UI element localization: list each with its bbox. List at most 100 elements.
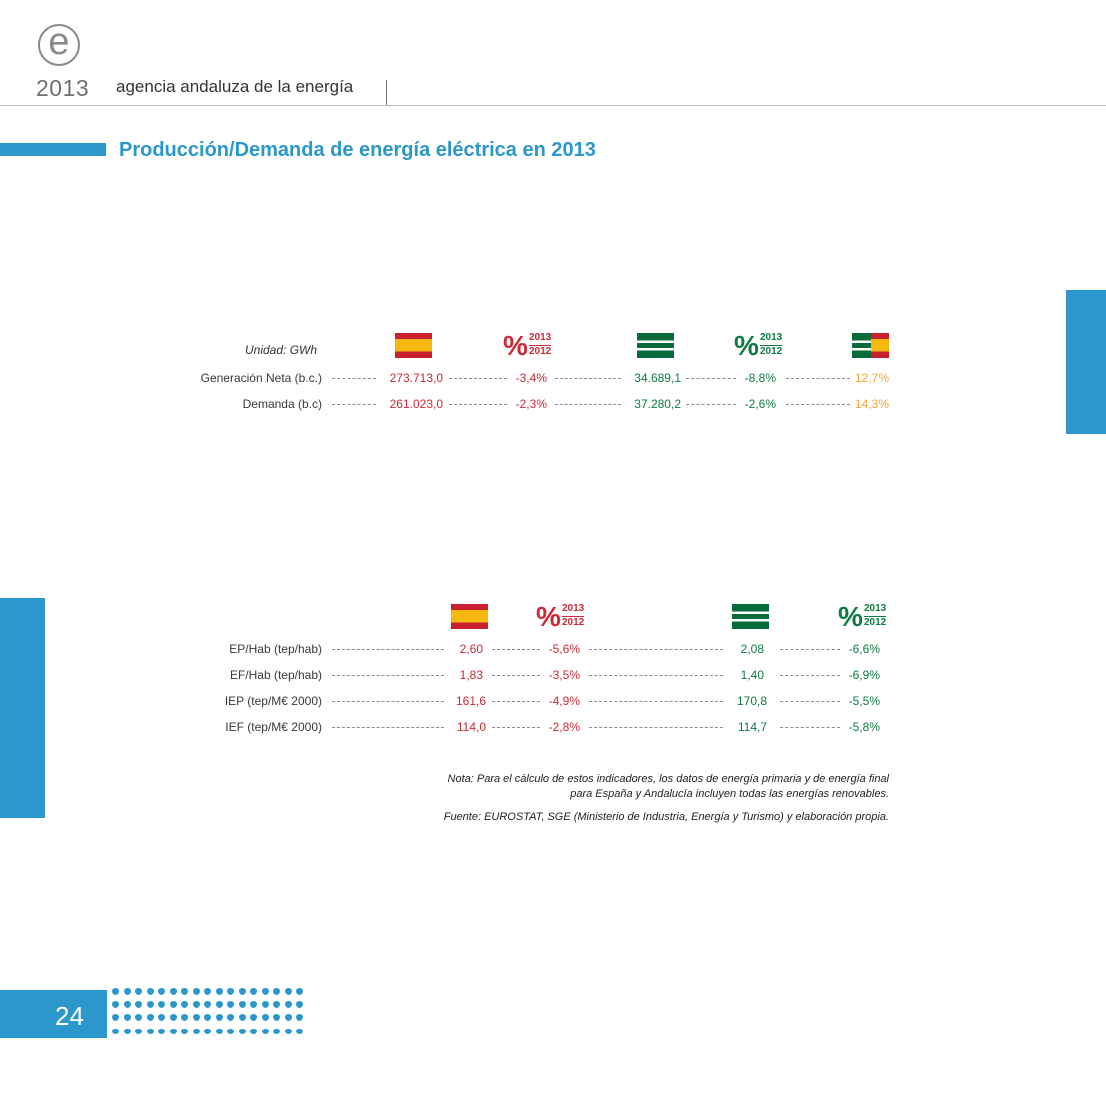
leader-dash bbox=[589, 701, 723, 702]
drop-icon bbox=[250, 988, 257, 995]
leader-dash bbox=[332, 727, 444, 728]
drop-icon bbox=[238, 1029, 246, 1034]
andalucia-value: 37.280,2 bbox=[634, 397, 681, 411]
spain-pct: -4,9% bbox=[548, 694, 580, 708]
andalucia-flag-icon bbox=[732, 604, 769, 629]
pct-change-andalucia-icon: % 2013 2012 bbox=[838, 602, 893, 632]
pct-year-top: 2013 bbox=[864, 603, 887, 614]
leader-dash bbox=[780, 649, 840, 650]
drop-icon bbox=[215, 1029, 223, 1034]
drop-icon bbox=[123, 1029, 131, 1034]
drop-icon bbox=[192, 988, 200, 995]
leader-dash bbox=[786, 404, 850, 405]
leader-dash bbox=[492, 701, 540, 702]
drop-icon bbox=[273, 1001, 280, 1008]
pct-year-top: 2013 bbox=[562, 603, 585, 614]
drop-icon bbox=[273, 1014, 280, 1021]
drop-icon bbox=[146, 1014, 154, 1021]
leader-dash bbox=[332, 701, 444, 702]
andalucia-value: 2,08 bbox=[740, 642, 764, 656]
page-number: 24 bbox=[55, 1001, 84, 1031]
drop-icon bbox=[261, 1001, 269, 1008]
drop-icon bbox=[181, 1029, 188, 1034]
spain-value: 161,6 bbox=[455, 694, 486, 708]
andalucia-pct: -2,6% bbox=[744, 397, 776, 411]
drop-icon bbox=[215, 988, 223, 995]
drop-icon bbox=[169, 1014, 177, 1021]
pct-year-bottom: 2012 bbox=[529, 345, 552, 357]
drop-icon bbox=[204, 988, 211, 995]
drop-icon bbox=[112, 1029, 119, 1034]
drop-icon bbox=[158, 1014, 165, 1021]
drop-icon bbox=[204, 1014, 211, 1021]
leader-dash bbox=[589, 649, 723, 650]
drop-icon bbox=[169, 988, 177, 995]
andalucia-pct: -6,9% bbox=[848, 668, 880, 682]
row-label: Generación Neta (b.c.) bbox=[200, 371, 322, 385]
leader-dash bbox=[492, 649, 540, 650]
pct-symbol: % bbox=[734, 330, 759, 361]
leader-dash bbox=[449, 404, 507, 405]
drop-icon bbox=[158, 1001, 165, 1008]
leader-dash bbox=[449, 378, 507, 379]
drop-icon bbox=[261, 1014, 269, 1021]
drop-icon bbox=[158, 988, 165, 995]
share-pct: 14,3% bbox=[854, 397, 889, 411]
drop-icon bbox=[273, 988, 280, 995]
source-text: Fuente: EUROSTAT, SGE (Ministerio de Ind… bbox=[443, 811, 889, 823]
spain-pct: -3,4% bbox=[515, 371, 547, 385]
header-rule bbox=[0, 105, 1106, 106]
drop-icon bbox=[273, 1029, 280, 1034]
drop-icon bbox=[112, 1001, 119, 1008]
drop-icon bbox=[250, 1029, 257, 1034]
decorative-drops-pattern bbox=[112, 988, 312, 1040]
row-label: IEF (tep/M€ 2000) bbox=[225, 720, 322, 734]
drop-icon bbox=[296, 1029, 303, 1034]
andalucia-value: 1,40 bbox=[740, 668, 764, 682]
row-label: EP/Hab (tep/hab) bbox=[229, 642, 322, 656]
leader-dash bbox=[332, 675, 444, 676]
spain-value: 261.023,0 bbox=[389, 397, 443, 411]
spain-value: 1,83 bbox=[459, 668, 483, 682]
andalucia-pct: -6,6% bbox=[848, 642, 880, 656]
agency-name: agencia andaluza de la energía bbox=[116, 77, 354, 96]
header-separator bbox=[386, 80, 387, 106]
pct-change-spain-icon: % 2013 2012 bbox=[536, 602, 591, 632]
spain-flag-icon bbox=[451, 604, 488, 629]
andalucia-value: 34.689,1 bbox=[634, 371, 681, 385]
drop-icon bbox=[250, 1001, 257, 1008]
drop-icon bbox=[181, 1001, 188, 1008]
spain-pct: -5,6% bbox=[548, 642, 580, 656]
drop-icon bbox=[146, 988, 154, 995]
leader-dash bbox=[555, 378, 621, 379]
leader-dash bbox=[686, 404, 736, 405]
pct-symbol: % bbox=[838, 601, 863, 632]
pct-symbol: % bbox=[536, 601, 561, 632]
drop-icon bbox=[192, 1029, 200, 1034]
drop-icon bbox=[146, 1029, 154, 1034]
pct-symbol: % bbox=[503, 330, 528, 361]
drop-icon bbox=[284, 1001, 292, 1008]
spain-value: 114,0 bbox=[456, 720, 486, 734]
leader-dash bbox=[332, 649, 444, 650]
note-text: Nota: Para el cálculo de estos indicador… bbox=[300, 772, 889, 802]
drop-icon bbox=[204, 1029, 211, 1034]
drop-icon bbox=[135, 988, 142, 995]
drop-icon bbox=[169, 1029, 177, 1034]
spain-pct: -2,3% bbox=[515, 397, 547, 411]
logo-e-icon: e bbox=[38, 23, 80, 66]
drop-icon bbox=[261, 1029, 269, 1034]
drop-icon bbox=[181, 1014, 188, 1021]
andalucia-value: 170,8 bbox=[736, 694, 767, 708]
spain-value: 273.713,0 bbox=[389, 371, 443, 385]
drop-icon bbox=[192, 1014, 200, 1021]
drop-icon bbox=[238, 988, 246, 995]
drop-icon bbox=[123, 988, 131, 995]
drop-icon bbox=[227, 1014, 234, 1021]
spain-value: 2,60 bbox=[459, 642, 483, 656]
drop-icon bbox=[169, 1001, 177, 1008]
leader-dash bbox=[589, 727, 723, 728]
drop-icon bbox=[112, 988, 119, 995]
drop-icon bbox=[296, 988, 303, 995]
leader-dash bbox=[780, 675, 840, 676]
